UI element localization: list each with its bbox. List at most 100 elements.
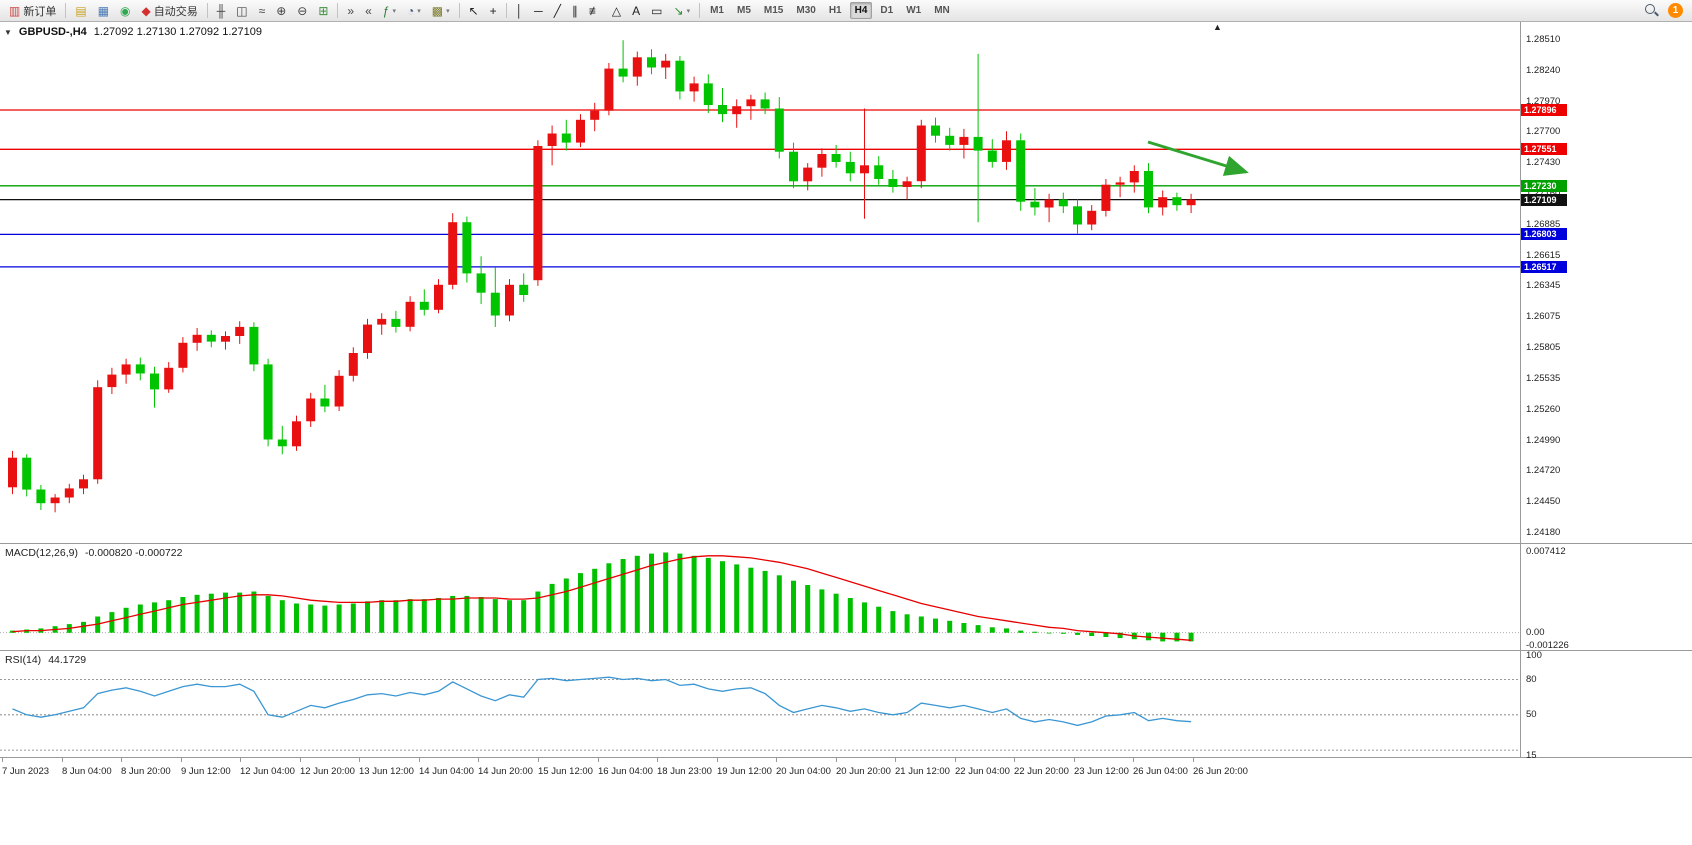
auto-trading-button-label: 自动交易 — [153, 5, 198, 18]
horizontal-line-button[interactable]: ─ — [529, 2, 548, 20]
chart-menu-icon[interactable]: ▼ — [4, 27, 12, 37]
community-icon: ◉ — [120, 3, 131, 18]
arrow-icon: ↘ — [673, 3, 684, 18]
chart-window: ▼ GBPUSD-,H4 1.27092 1.27130 1.27092 1.2… — [0, 22, 1692, 782]
time-tick — [1014, 758, 1015, 762]
time-tick — [895, 758, 896, 762]
auto-trading-button[interactable]: ◆ 自动交易 — [137, 2, 203, 20]
macd-label: MACD(12,26,9) — [5, 547, 78, 559]
text-label-icon: ▭ — [651, 3, 663, 18]
price-axis-label: 1.28510 — [1526, 34, 1561, 45]
vertical-line-icon: │ — [515, 3, 524, 18]
new-order-icon: ▥ — [9, 3, 21, 18]
price-axis-label: 1.27700 — [1526, 126, 1561, 137]
time-tick — [598, 758, 599, 762]
time-tick — [1133, 758, 1134, 762]
time-axis-label: 14 Jun 04:00 — [419, 766, 474, 777]
price-axis-label: 1.26345 — [1526, 280, 1561, 291]
cursor-button[interactable]: ↖ — [464, 2, 484, 20]
toolbar-separator — [699, 3, 701, 18]
timeframe-w1-button[interactable]: W1 — [906, 5, 922, 16]
main-chart-canvas[interactable] — [0, 22, 1692, 543]
macd-axis-label: 0.007412 — [1526, 546, 1566, 557]
timeframe-d1-button[interactable]: D1 — [880, 5, 894, 16]
bar-chart-icon: ╫ — [216, 3, 226, 18]
chart-shift-icon: « — [365, 3, 372, 18]
text-label-button[interactable]: ▭ — [646, 2, 667, 20]
timeframe-h4-button[interactable]: H4 — [849, 2, 873, 19]
time-axis-label: 26 Jun 04:00 — [1133, 766, 1188, 777]
time-axis-label: 14 Jun 20:00 — [478, 766, 533, 777]
horizontal-line-icon: ─ — [534, 3, 543, 18]
time-axis-label: 20 Jun 04:00 — [776, 766, 831, 777]
time-tick — [2, 758, 3, 762]
cursor-icon: ↖ — [468, 3, 479, 18]
data-window-button[interactable]: ▦ — [93, 2, 114, 20]
candlestick-chart-button[interactable]: ◫ — [231, 2, 252, 20]
timeframe-h1-button[interactable]: H1 — [828, 5, 842, 16]
price-tag: 1.27896 — [1521, 104, 1567, 116]
rsi-axis-label: 80 — [1526, 674, 1537, 685]
dropdown-arrow-icon: ▾ — [392, 7, 396, 15]
text-button[interactable]: A — [627, 2, 645, 20]
fibonacci-button[interactable]: ≢ — [584, 2, 606, 20]
rsi-axis-label: 100 — [1526, 650, 1542, 661]
time-axis-label: 7 Jun 2023 — [2, 766, 50, 777]
crosshair-button[interactable]: + — [485, 2, 502, 20]
channel-button[interactable]: ∥ — [567, 2, 583, 20]
price-axis-label: 1.25260 — [1526, 404, 1561, 415]
line-chart-button[interactable]: ≈ — [254, 2, 271, 20]
toolbar-separator — [505, 3, 507, 18]
market-watch-button[interactable]: ▤ — [70, 2, 91, 20]
vertical-line-button[interactable]: │ — [511, 2, 529, 20]
timeframe-m1-button[interactable]: M1 — [710, 5, 724, 16]
toolbar-separator — [337, 3, 339, 18]
rsi-canvas[interactable] — [0, 651, 1692, 758]
search-icon[interactable] — [1644, 3, 1659, 18]
zoom-in-button[interactable]: ⊕ — [271, 2, 291, 20]
auto-scroll-icon: » — [347, 3, 355, 18]
timeframe-mn-button[interactable]: MN — [934, 5, 950, 16]
price-axis-label: 1.27430 — [1526, 157, 1561, 168]
periods-button[interactable]: ◔ ▾ — [402, 2, 426, 20]
shapes-button[interactable]: △ — [607, 2, 626, 20]
timeframe-m5-button[interactable]: M5 — [737, 5, 751, 16]
chart-shift-marker[interactable]: ▲ — [1213, 22, 1222, 32]
chart-shift-button[interactable]: « — [360, 2, 377, 20]
fibonacci-icon: ≢ — [588, 3, 601, 18]
time-tick — [419, 758, 420, 762]
bar-chart-button[interactable]: ╫ — [212, 2, 231, 20]
rsi-panel: RSI(14) 44.1729 100 80 50 15 — [0, 650, 1692, 761]
shapes-icon: △ — [611, 3, 622, 18]
templates-button[interactable]: ▩ ▾ — [427, 2, 455, 20]
new-order-button[interactable]: ▥ 新订单 — [4, 2, 61, 20]
community-button[interactable]: ◉ — [115, 2, 135, 20]
timeframe-m30-button[interactable]: M30 — [796, 5, 816, 16]
auto-scroll-button[interactable]: » — [342, 2, 359, 20]
timeframe-m15-button[interactable]: M15 — [763, 5, 784, 16]
trendline-button[interactable]: ╱ — [549, 2, 566, 20]
price-tag: 1.27109 — [1521, 194, 1567, 206]
price-axis-label: 1.24720 — [1526, 465, 1561, 476]
indicators-button[interactable]: ƒ ▾ — [378, 2, 401, 20]
zoom-out-icon: ⊖ — [297, 3, 308, 18]
tile-windows-button[interactable]: ⊞ — [313, 2, 333, 20]
price-axis-label: 1.26615 — [1526, 250, 1561, 261]
time-axis-label: 12 Jun 20:00 — [300, 766, 355, 777]
notification-badge[interactable]: 1 — [1668, 3, 1683, 18]
toolbar-separator — [206, 3, 208, 18]
channel-icon: ∥ — [571, 3, 578, 18]
price-axis-label: 1.27160 — [1526, 189, 1560, 199]
main-chart-panel: ▼ GBPUSD-,H4 1.27092 1.27130 1.27092 1.2… — [0, 22, 1692, 543]
time-tick — [478, 758, 479, 762]
time-axis-label: 19 Jun 12:00 — [717, 766, 772, 777]
time-axis-label: 9 Jun 12:00 — [181, 766, 231, 777]
time-tick — [121, 758, 122, 762]
price-axis-label: 1.24450 — [1526, 496, 1561, 507]
time-axis: 7 Jun 2023 8 Jun 04:00 8 Jun 20:00 9 Jun 12… — [0, 757, 1692, 782]
rsi-title-row: RSI(14) 44.1729 — [5, 654, 86, 666]
arrows-button[interactable]: ↘ ▾ — [669, 2, 696, 20]
time-axis-label: 22 Jun 20:00 — [1014, 766, 1069, 777]
macd-canvas[interactable] — [0, 544, 1692, 651]
zoom-out-button[interactable]: ⊖ — [292, 2, 312, 20]
